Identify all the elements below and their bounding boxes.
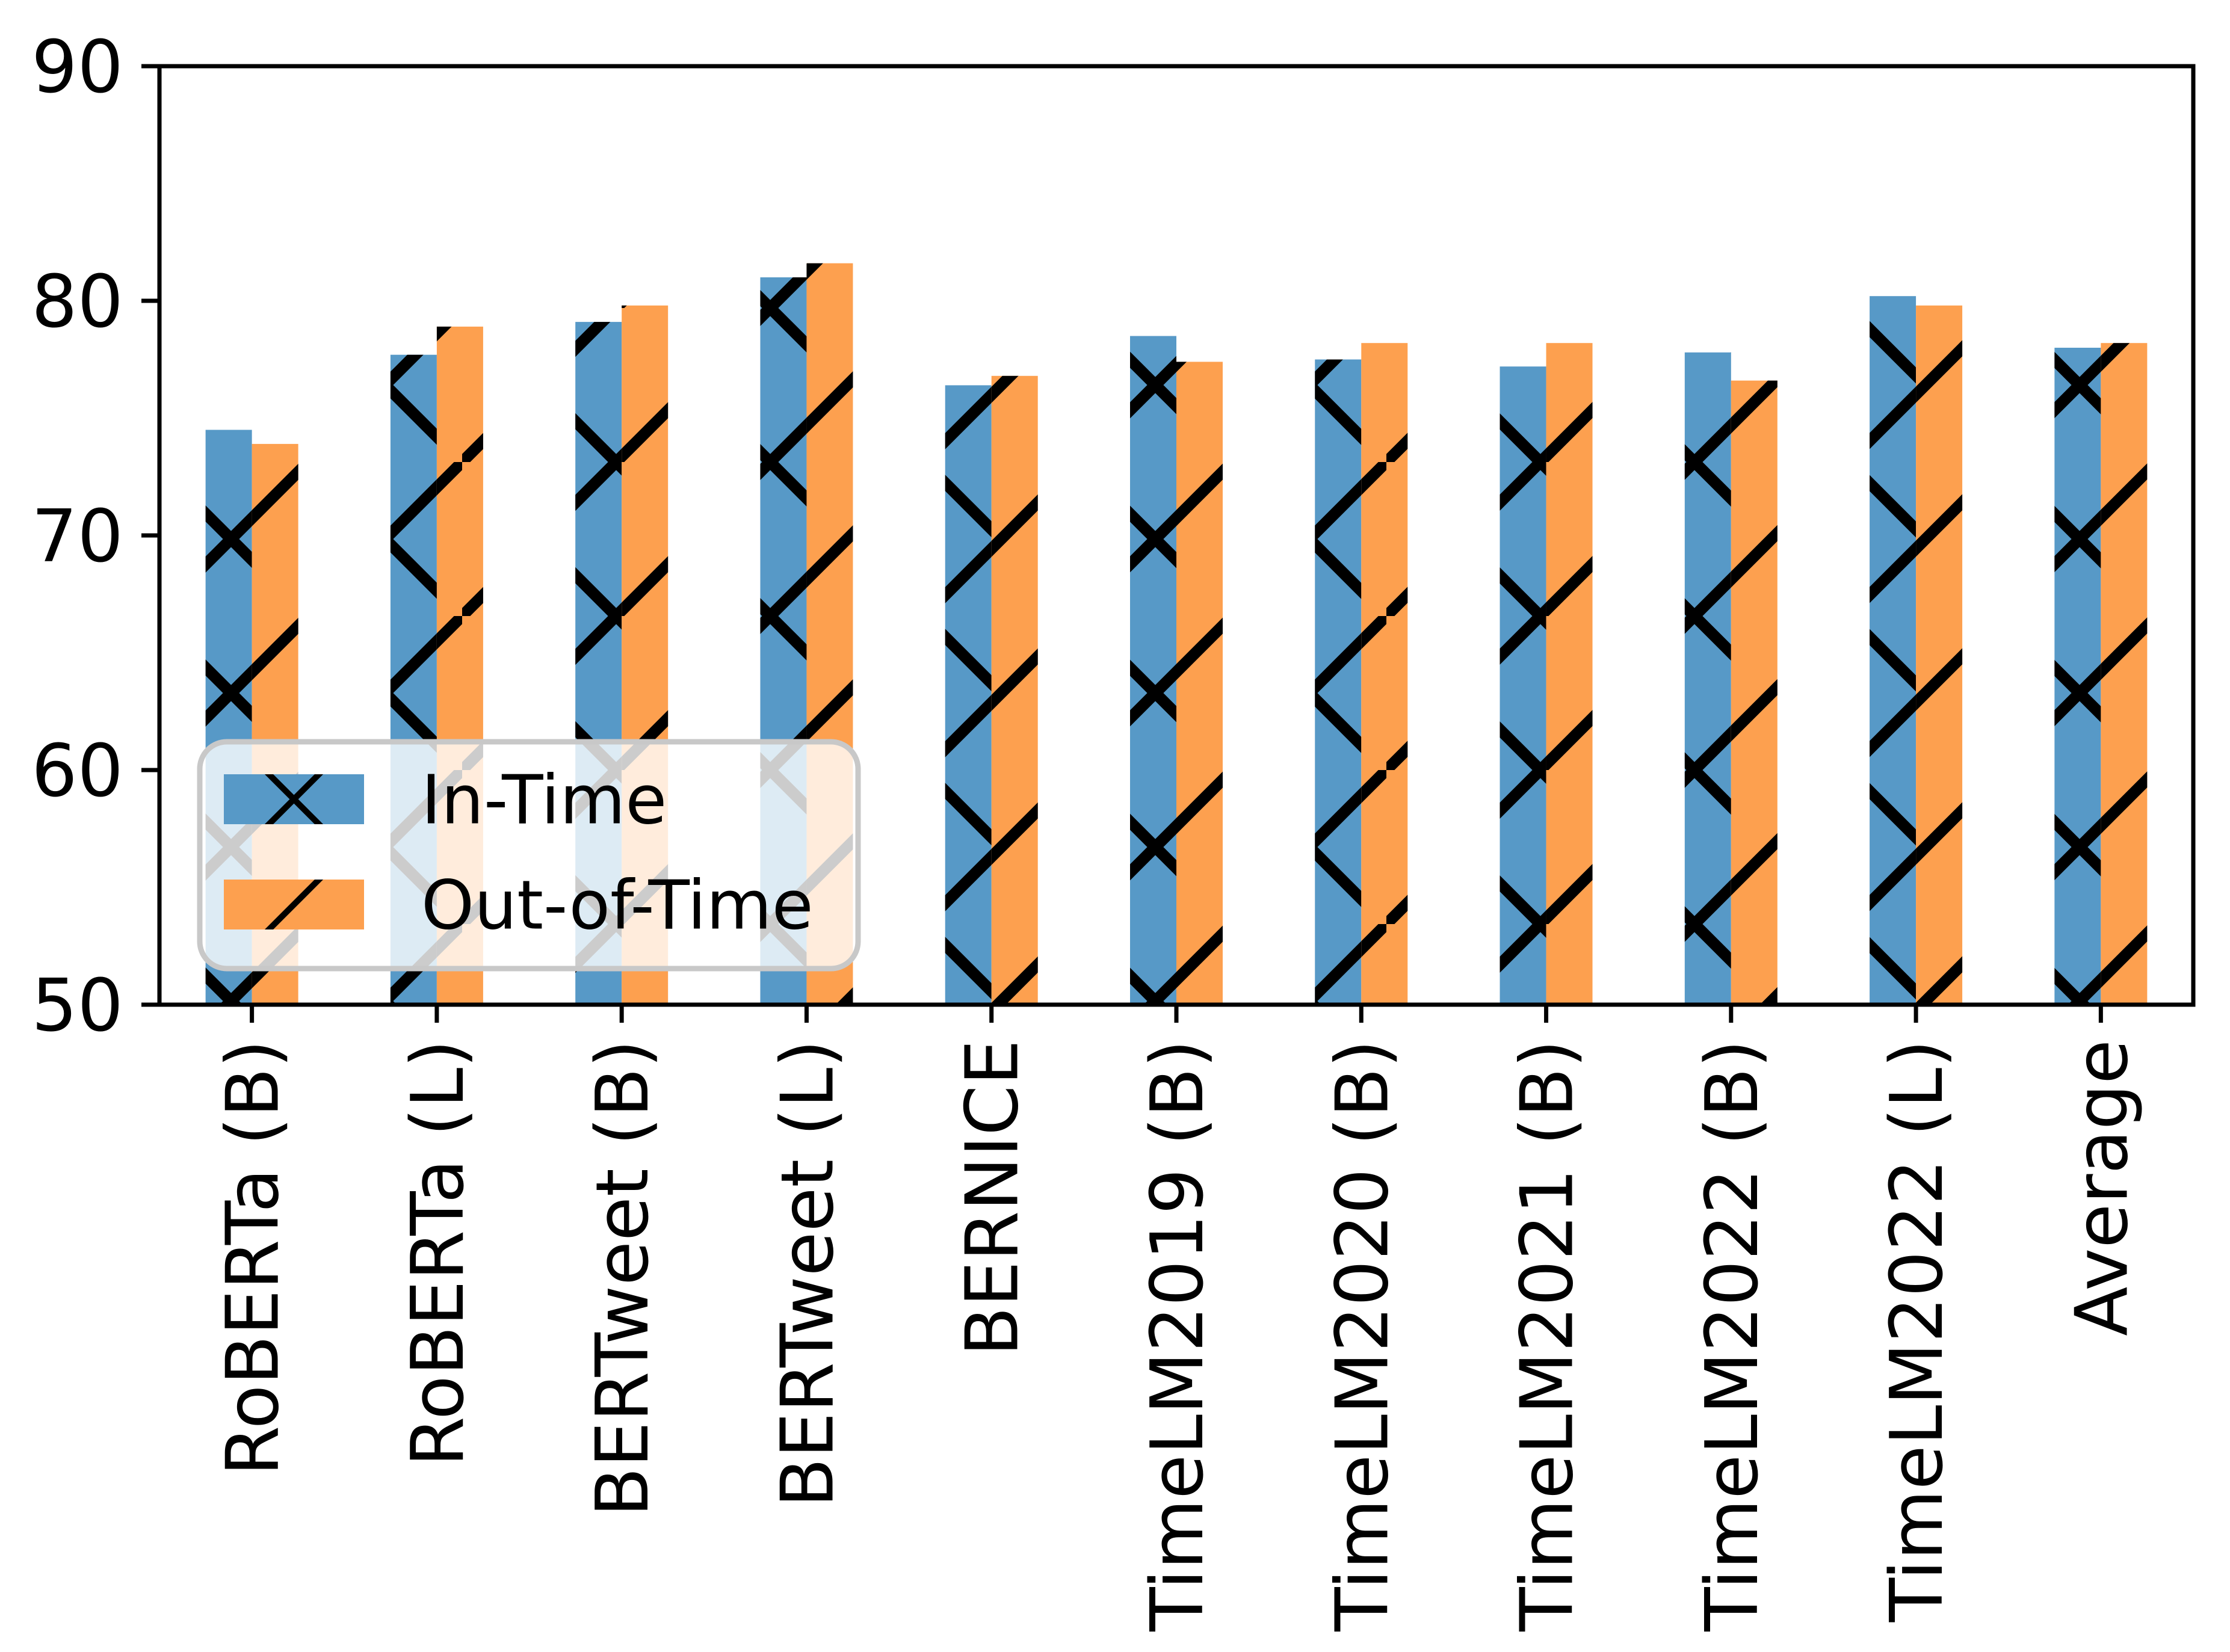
x-tick-label-3: BERTweet (L) (766, 1040, 850, 1508)
y-tick-label: 90 (31, 26, 123, 109)
bar-hatch-out-of-time-6 (1361, 343, 1408, 1005)
bar-hatch-out-of-time-7 (1546, 343, 1593, 1005)
x-tick-label-7: TimeLM2021 (B) (1506, 1040, 1590, 1632)
x-tick-label-4: BERNICE (951, 1040, 1035, 1356)
y-tick-label: 60 (31, 730, 123, 813)
y-tick-label: 80 (31, 260, 123, 344)
legend-entry-out-of-time: Out-of-Time (224, 867, 814, 945)
x-tick-label-5: TimeLM2019 (B) (1136, 1040, 1220, 1632)
x-tick-label-1: RoBERTa (L) (397, 1040, 480, 1467)
legend-label-in-time: In-Time (421, 762, 667, 840)
bar-hatch-in-time-4 (945, 385, 992, 1005)
x-tick-label-10: Average (2060, 1040, 2144, 1336)
bar-hatch-out-of-time-4 (991, 375, 1038, 1005)
bar-hatch-out-of-time-5 (1176, 362, 1223, 1005)
x-tick-label-2: BERTweet (B) (581, 1040, 665, 1517)
legend-entry-in-time: In-Time (224, 762, 667, 840)
plot-border (157, 64, 2196, 1007)
bar-hatch-out-of-time-8 (1731, 380, 1778, 1005)
x-tick-label-8: TimeLM2022 (B) (1691, 1040, 1774, 1632)
x-tick-label-6: TimeLM2020 (B) (1321, 1040, 1404, 1632)
bar-hatch-in-time-8 (1684, 352, 1731, 1005)
bar-hatch-in-time-6 (1315, 359, 1362, 1005)
bar-hatch-in-time-7 (1500, 366, 1546, 1005)
bar-hatch-out-of-time-10 (2101, 343, 2148, 1005)
bar-hatch-out-of-time-9 (1916, 305, 1963, 1005)
legend-box (197, 739, 861, 972)
bar-hatch-in-time-5 (1130, 336, 1176, 1005)
x-tick-label-0: RoBERTa (B) (212, 1040, 295, 1476)
legend-swatch-hatch-in-time (264, 774, 324, 824)
legend-label-out-of-time: Out-of-Time (421, 867, 814, 945)
y-tick-label: 50 (31, 964, 123, 1048)
bar-hatch-in-time-10 (2054, 348, 2101, 1005)
x-tick-label-9: TimeLM2022 (L) (1876, 1040, 1959, 1623)
y-tick-label: 70 (31, 495, 123, 579)
legend-swatch-hatch-out-of-time (264, 880, 324, 929)
bar-hatch-in-time-9 (1870, 296, 1917, 1005)
